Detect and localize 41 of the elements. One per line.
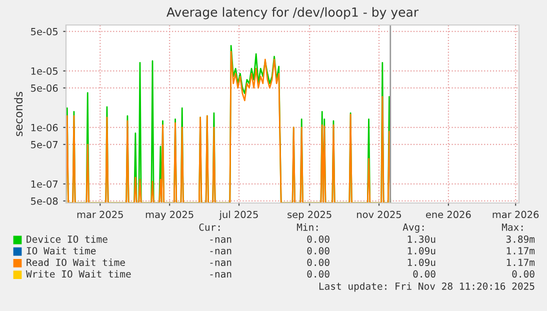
- text: 3.89m: [506, 235, 535, 243]
- text: Max:: [502, 224, 523, 231]
- y-tick-label: 5e-07: [31, 140, 58, 148]
- legend-label: Device IO time: [26, 235, 108, 243]
- y-tick-label: 5e-08: [31, 197, 58, 205]
- x-tick-label: ene 2026: [426, 210, 471, 218]
- text: 1.09u: [408, 258, 436, 266]
- text: 0.00: [307, 235, 330, 243]
- text: 0.00: [307, 258, 330, 266]
- text: 0.00: [413, 270, 436, 278]
- text: -nan: [210, 248, 232, 254]
- text: 1.17m: [506, 247, 535, 254]
- text: Min:: [296, 223, 318, 231]
- text: Avg:: [402, 224, 424, 233]
- chart-title: Average latency for /dev/loop1 - by year: [166, 7, 419, 20]
- text: 1.30u: [408, 235, 436, 243]
- y-axis-title: seconds: [14, 92, 23, 136]
- x-tick-label: mar 2026: [492, 210, 539, 218]
- legend-label: IO Wait time: [26, 246, 96, 254]
- y-tick-label: 1e-05: [31, 67, 58, 75]
- x-tick-label: nov 2025: [357, 210, 401, 218]
- text: Cur:: [199, 223, 220, 231]
- legend-label: Write IO Wait time: [26, 270, 131, 278]
- text: 1.09u: [408, 247, 436, 254]
- legend-label: Read IO Wait time: [26, 258, 125, 266]
- text: -nan: [210, 260, 232, 266]
- text: 0.00: [307, 270, 330, 278]
- y-tick-label: 5e-06: [31, 84, 58, 92]
- text: -nan: [210, 272, 232, 278]
- x-tick-label: sep 2025: [288, 210, 332, 220]
- text: 1.17m: [506, 258, 535, 266]
- text: -nan: [210, 237, 232, 243]
- x-tick-label: jul 2025: [219, 210, 258, 220]
- text: 0.00: [512, 270, 534, 278]
- text: 0.00: [307, 247, 330, 254]
- y-tick-label: 5e-05: [31, 28, 58, 36]
- x-tick-label: mar 2025: [77, 210, 123, 218]
- y-tick-label: 1e-06: [31, 124, 58, 132]
- y-tick-label: 1e-07: [31, 180, 58, 188]
- text: Last update: Fri Nov 28 11:20:16 2025: [319, 282, 534, 292]
- x-tick-label: may 2025: [146, 210, 194, 220]
